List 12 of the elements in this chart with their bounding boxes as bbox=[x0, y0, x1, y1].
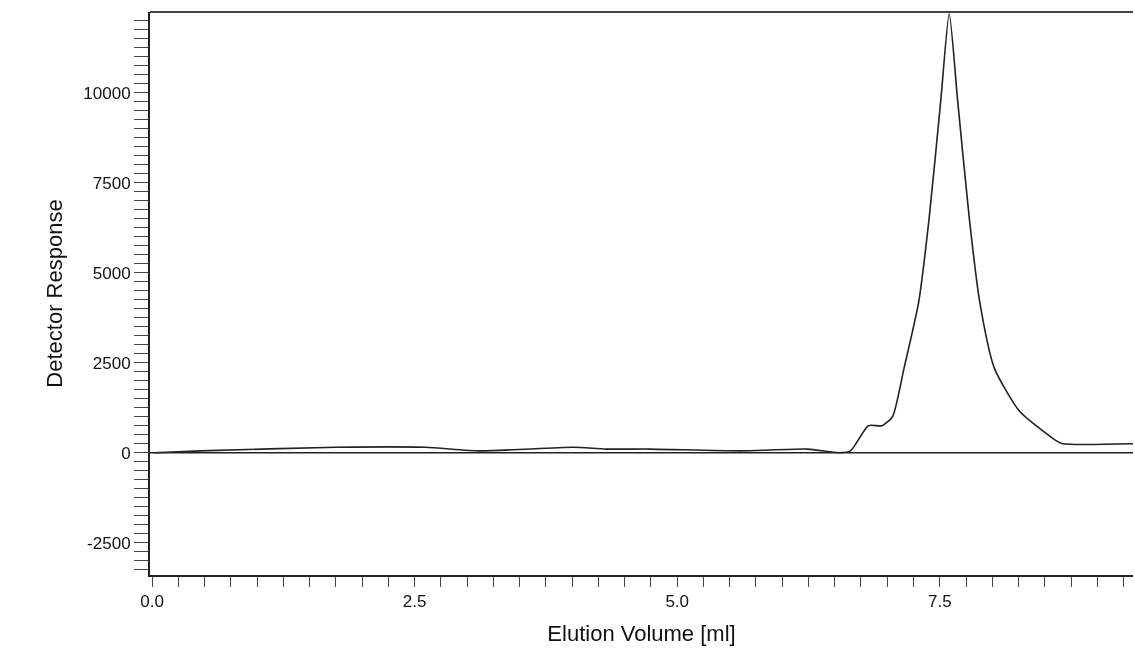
x-tick-label: 5.0 bbox=[665, 592, 690, 612]
y-tick-label: -2500 bbox=[87, 533, 131, 553]
y-tick-label: 2500 bbox=[92, 353, 131, 373]
y-tick-label: 0 bbox=[121, 443, 131, 463]
x-tick-label: 2.5 bbox=[402, 592, 427, 612]
y-axis-title: Detector Response bbox=[41, 199, 67, 388]
y-tick-label: 7500 bbox=[92, 173, 131, 193]
y-tick-label: 5000 bbox=[92, 263, 131, 283]
y-tick-label: 10000 bbox=[83, 83, 131, 103]
x-tick-label: 7.5 bbox=[927, 592, 952, 612]
x-tick-label: 0.0 bbox=[140, 592, 164, 612]
x-axis-title: Elution Volume [ml] bbox=[547, 620, 736, 646]
